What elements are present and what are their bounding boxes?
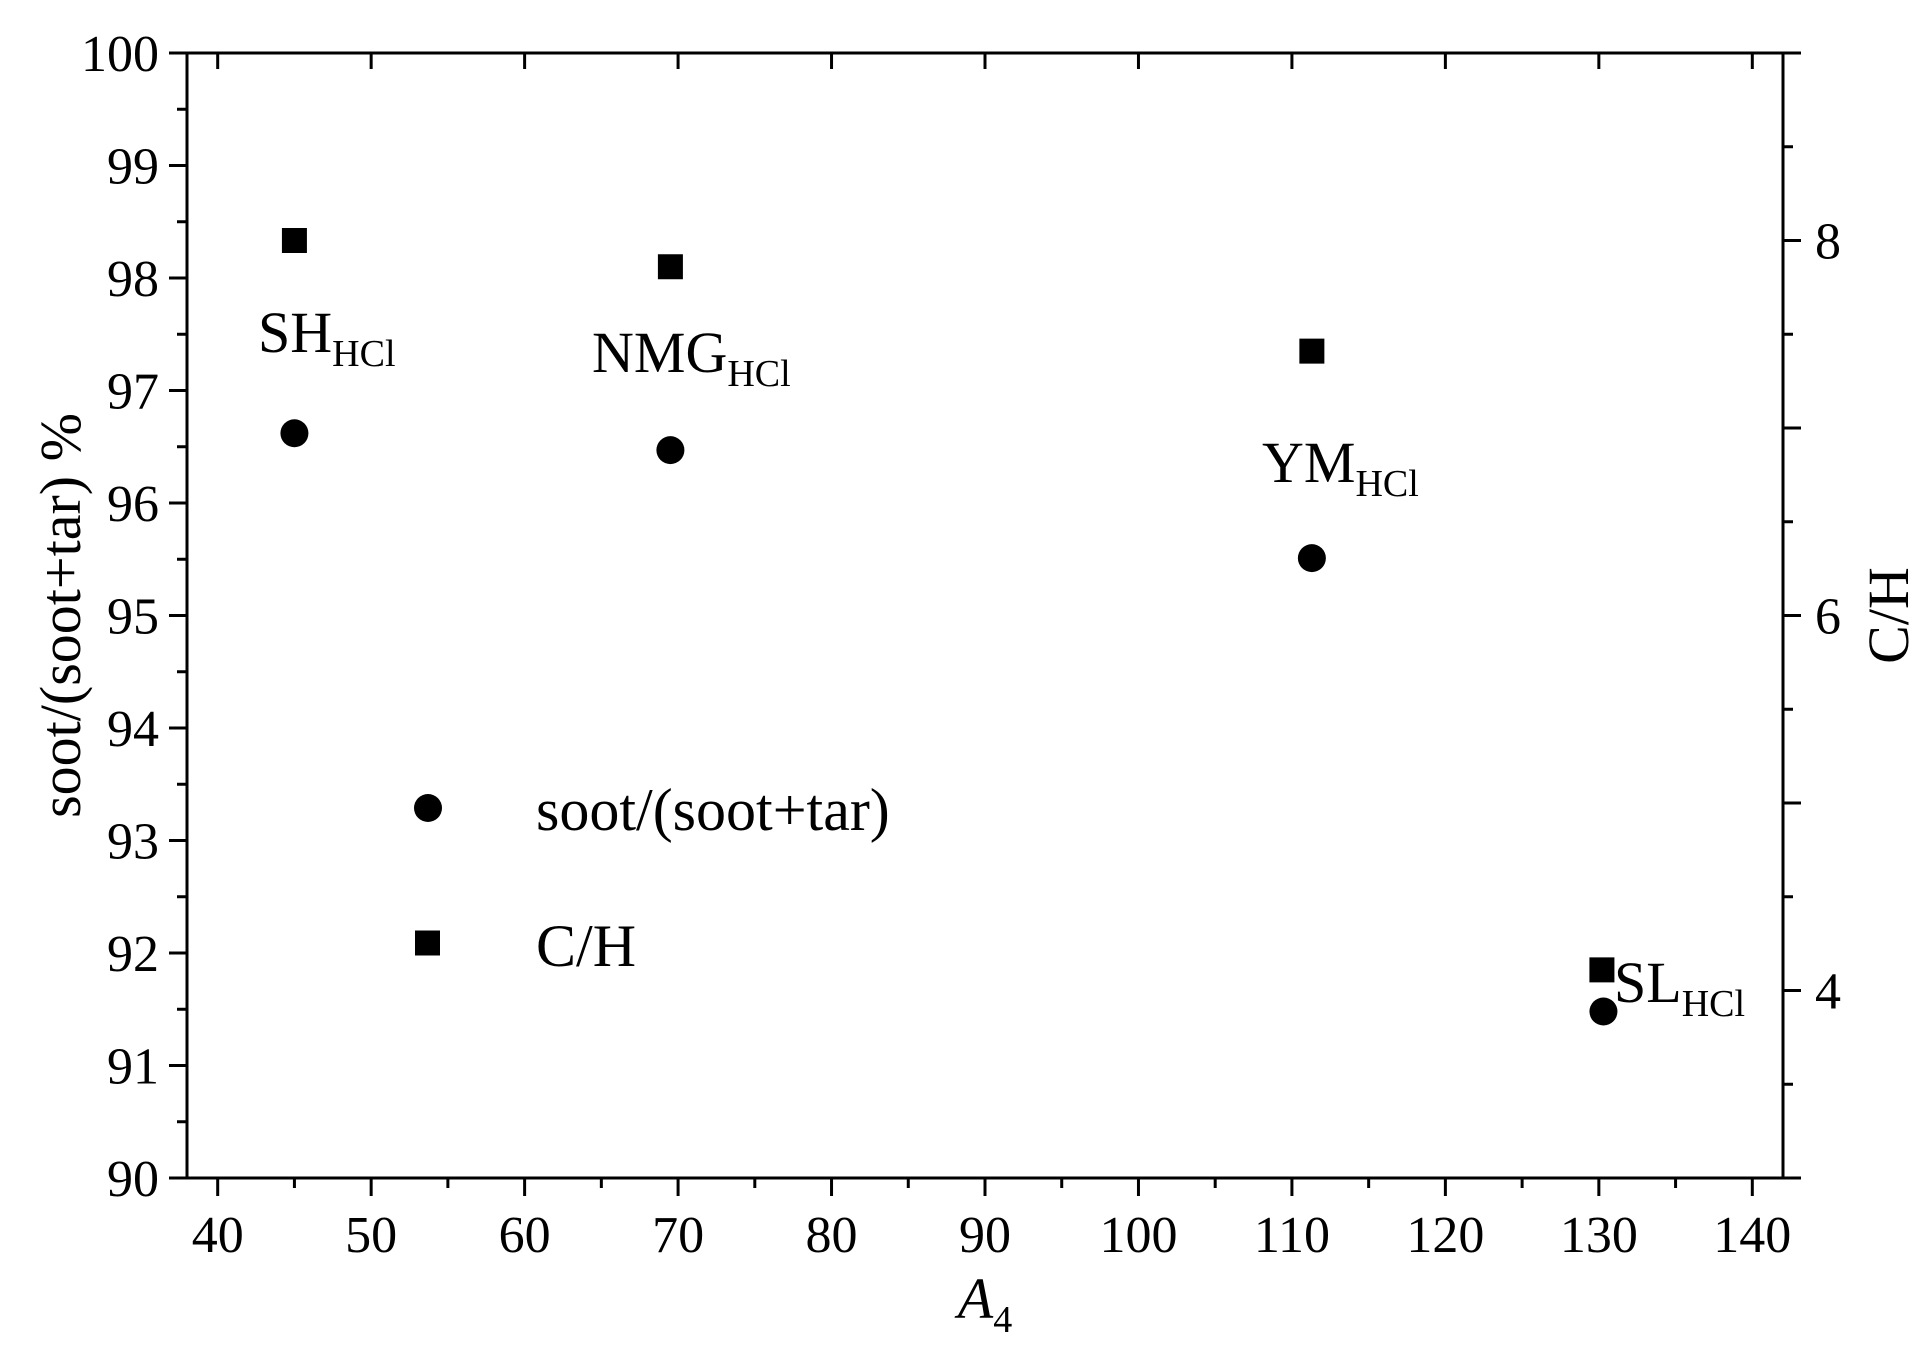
x-tick-label: 50: [345, 1207, 397, 1264]
y-right-tick-label: 4: [1815, 964, 1841, 1021]
circle-point: [280, 419, 309, 448]
y-left-tick-label: 99: [107, 139, 159, 196]
x-tick-label: 110: [1254, 1207, 1330, 1264]
x-tick-label: 40: [192, 1207, 244, 1264]
ticks: [169, 51, 1801, 1196]
y-axis-right-title: C/H: [1856, 567, 1921, 664]
square-point: [657, 254, 683, 280]
legend-label: soot/(soot+tar): [536, 777, 890, 843]
data-points: [280, 228, 1618, 1026]
x-tick-label: 100: [1099, 1207, 1177, 1264]
circle-point: [1297, 544, 1326, 573]
point-annotations: SHHCl NMGHCl YMHCl SLHCl: [258, 300, 1745, 1025]
x-tick-label: 90: [959, 1207, 1011, 1264]
x-tick-label: 130: [1560, 1207, 1638, 1264]
square-point: [1299, 338, 1325, 364]
axes: [185, 51, 1785, 1180]
x-tick-label: 70: [652, 1207, 704, 1264]
y-right-tick-label: 6: [1815, 589, 1841, 646]
x-tick-label: 60: [499, 1207, 551, 1264]
point-annotation: SLHCl: [1614, 950, 1745, 1025]
x-tick-label: 140: [1713, 1207, 1791, 1264]
point-annotation: SHHCl: [258, 300, 396, 375]
plot-frame: [185, 51, 1785, 1180]
point-annotation: YMHCl: [1262, 430, 1419, 505]
y-left-tick-label: 92: [107, 926, 159, 983]
square-point: [1589, 957, 1615, 983]
y-right-tick-label: 8: [1815, 214, 1841, 271]
y-axis-left-title: soot/(soot+tar) %: [28, 413, 93, 818]
x-tick-label: 120: [1406, 1207, 1484, 1264]
x-axis-title: A4: [954, 1266, 1012, 1341]
y-left-tick-label: 96: [107, 476, 159, 533]
circle-point: [656, 436, 685, 465]
y-left-tick-label: 94: [107, 701, 159, 758]
legend-circle-marker: [414, 794, 442, 822]
tick-labels: 40 50 60 70 80 90 100 110 120 130 140 90 91 92 93 94 95 9…: [81, 26, 1841, 1264]
square-point: [281, 228, 307, 253]
y-left-tick-label: 91: [107, 1039, 159, 1096]
x-tick-label: 80: [806, 1207, 858, 1264]
y-left-tick-label: 100: [81, 26, 159, 83]
y-left-tick-label: 95: [107, 589, 159, 646]
legend: soot/(soot+tar) C/H: [414, 777, 890, 979]
circle-point: [1589, 997, 1618, 1026]
legend-label: C/H: [536, 913, 636, 979]
y-left-tick-label: 98: [107, 251, 159, 308]
y-left-tick-label: 93: [107, 814, 159, 871]
point-annotation: NMGHCl: [592, 320, 791, 395]
y-left-tick-label: 97: [107, 364, 159, 421]
y-left-tick-label: 90: [107, 1151, 159, 1208]
legend-square-marker: [415, 930, 440, 956]
